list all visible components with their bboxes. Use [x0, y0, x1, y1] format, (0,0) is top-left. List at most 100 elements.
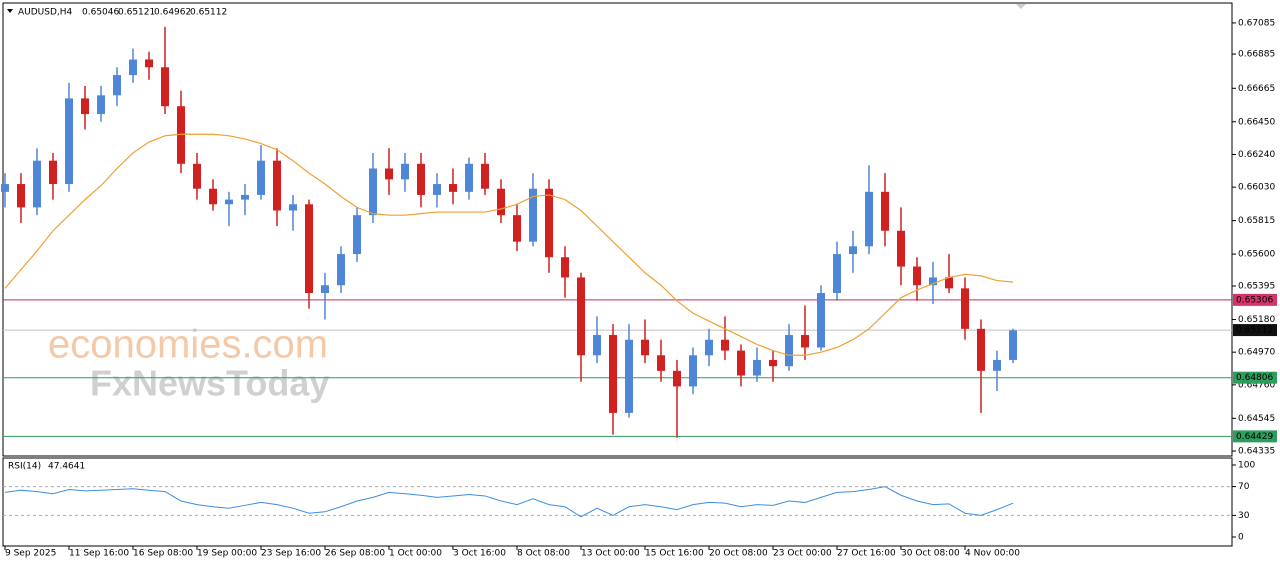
- candle-body: [369, 168, 377, 216]
- x-tick-label: 23 Oct 00:00: [773, 549, 832, 559]
- candle-body: [897, 230, 905, 267]
- candle-body: [177, 106, 185, 164]
- candle-body: [385, 168, 393, 180]
- menu-icon[interactable]: [7, 9, 13, 13]
- candle-body: [481, 163, 489, 189]
- candle-body: [273, 160, 281, 211]
- candle-body: [145, 59, 153, 68]
- x-tick-label: 19 Sep 00:00: [197, 549, 257, 559]
- y-tick-label: 0.66450: [1238, 117, 1275, 127]
- price-tag: [1233, 430, 1277, 443]
- candle-body: [289, 204, 297, 211]
- x-tick-label: 3 Oct 16:00: [453, 549, 506, 559]
- candle-body: [417, 163, 425, 195]
- candle-body: [993, 359, 1001, 371]
- x-tick-label: 30 Oct 08:00: [901, 549, 960, 559]
- candle-body: [337, 254, 345, 286]
- x-tick-label: 13 Oct 00:00: [581, 549, 640, 559]
- rsi-title: RSI(14): [8, 462, 41, 472]
- price-tag-label: 0.64806: [1236, 373, 1273, 383]
- y-tick-label: 0.64970: [1238, 348, 1275, 358]
- candle-body: [737, 350, 745, 376]
- candle-body: [497, 188, 505, 216]
- candle-body: [1, 184, 9, 192]
- y-tick-label: 0.64335: [1238, 447, 1275, 457]
- candle-body: [129, 59, 137, 76]
- candle-body: [161, 67, 169, 107]
- candle-body: [785, 335, 793, 367]
- candle-body: [305, 204, 313, 294]
- candle-body: [209, 188, 217, 205]
- candle-body: [433, 184, 441, 195]
- candle-body: [65, 98, 73, 185]
- y-tick-label: 0.65600: [1238, 250, 1275, 260]
- x-tick-label: 9 Sep 2025: [5, 549, 56, 559]
- candle-body: [49, 160, 57, 185]
- y-tick-label: 70: [1238, 482, 1250, 492]
- rsi-line: [4, 486, 1014, 518]
- header-value: 0.65046: [82, 8, 119, 18]
- price-tag: [1233, 371, 1277, 384]
- y-tick-label: 0: [1238, 532, 1244, 542]
- candle-body: [257, 160, 265, 195]
- x-tick-label: 4 Nov 00:00: [965, 549, 1020, 559]
- candle-body: [945, 277, 953, 289]
- y-tick-label: 0.66885: [1238, 50, 1275, 60]
- header-value: 0.64962: [154, 8, 191, 18]
- candle-body: [689, 355, 697, 387]
- main-pane: [2, 2, 1233, 457]
- candle-body: [913, 266, 921, 286]
- candle-body: [193, 163, 201, 189]
- x-tick-label: 11 Sep 16:00: [69, 549, 129, 559]
- x-tick-label: 8 Oct 08:00: [517, 549, 570, 559]
- price-tag-label: 0.64429: [1236, 432, 1273, 442]
- candle-body: [33, 160, 41, 208]
- candle-body: [1009, 330, 1017, 360]
- price-tag-label: 0.65306: [1236, 295, 1273, 305]
- candle-body: [321, 285, 329, 294]
- y-tick-label: 100: [1238, 460, 1255, 470]
- candle-body: [657, 355, 665, 371]
- y-tick-label: 0.65180: [1238, 315, 1275, 325]
- candle-body: [705, 339, 713, 356]
- watermark: economies.com: [48, 323, 328, 367]
- symbol-title: AUDUSD,H4: [18, 8, 73, 18]
- candle-body: [401, 163, 409, 180]
- x-tick-label: 20 Oct 08:00: [709, 549, 768, 559]
- candle-body: [625, 339, 633, 413]
- price-tag-label: 0.65112: [1236, 326, 1273, 336]
- candle-body: [641, 339, 649, 356]
- y-tick-label: 0.65395: [1238, 282, 1275, 292]
- candle-body: [881, 191, 889, 231]
- candle-body: [113, 75, 121, 96]
- candle-body: [513, 215, 521, 242]
- y-tick-label: 0.66030: [1238, 183, 1275, 193]
- candle-body: [97, 95, 105, 114]
- candle-body: [753, 359, 761, 376]
- y-tick-label: 0.66240: [1238, 150, 1275, 160]
- x-tick-label: 23 Sep 16:00: [261, 549, 321, 559]
- y-tick-label: 0.65815: [1238, 216, 1275, 226]
- candle-body: [609, 335, 617, 413]
- candle-body: [465, 163, 473, 192]
- candle-body: [449, 184, 457, 192]
- y-tick-label: 0.67085: [1238, 18, 1275, 28]
- candle-body: [353, 215, 361, 255]
- y-tick-label: 0.64545: [1238, 414, 1275, 424]
- candle-body: [833, 254, 841, 294]
- y-tick-label: 0.64760: [1238, 380, 1275, 390]
- candle-body: [929, 277, 937, 286]
- price-tag: [1233, 324, 1277, 337]
- candle-body: [81, 98, 89, 114]
- candle-body: [17, 184, 25, 208]
- rsi-value: 47.4641: [48, 462, 85, 472]
- x-tick-label: 16 Sep 08:00: [133, 549, 193, 559]
- candle-body: [225, 199, 233, 205]
- candle-body: [865, 191, 873, 247]
- price-tag: [1233, 293, 1277, 306]
- candle-body: [561, 257, 569, 278]
- candle-body: [673, 370, 681, 387]
- candle-body: [769, 359, 777, 367]
- candle-body: [801, 335, 809, 348]
- candle-body: [593, 335, 601, 356]
